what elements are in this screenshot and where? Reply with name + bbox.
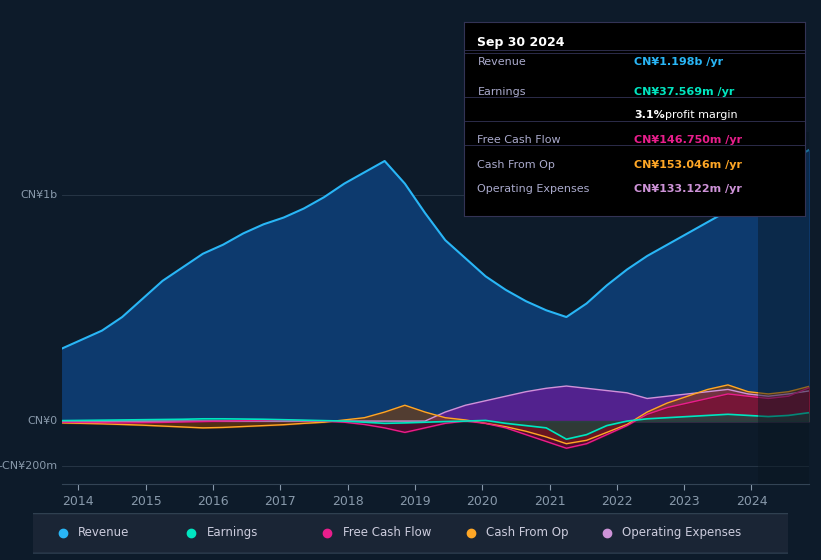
Text: Free Cash Flow: Free Cash Flow — [478, 136, 561, 146]
Text: Revenue: Revenue — [78, 526, 130, 539]
Text: CN¥133.122m /yr: CN¥133.122m /yr — [635, 184, 742, 194]
Text: CN¥1.198b /yr: CN¥1.198b /yr — [635, 57, 723, 67]
FancyBboxPatch shape — [18, 514, 803, 553]
Text: profit margin: profit margin — [665, 110, 737, 120]
Text: CN¥1b: CN¥1b — [21, 190, 57, 200]
Text: Cash From Op: Cash From Op — [478, 160, 555, 170]
Text: CN¥37.569m /yr: CN¥37.569m /yr — [635, 87, 735, 97]
Text: CN¥146.750m /yr: CN¥146.750m /yr — [635, 136, 742, 146]
Text: Free Cash Flow: Free Cash Flow — [342, 526, 431, 539]
Text: -CN¥200m: -CN¥200m — [0, 461, 57, 472]
Text: Sep 30 2024: Sep 30 2024 — [478, 36, 565, 49]
Text: Operating Expenses: Operating Expenses — [622, 526, 741, 539]
Text: Revenue: Revenue — [478, 57, 526, 67]
Text: 3.1%: 3.1% — [635, 110, 665, 120]
Bar — [759, 132, 809, 484]
Text: CN¥153.046m /yr: CN¥153.046m /yr — [635, 160, 742, 170]
Text: Cash From Op: Cash From Op — [486, 526, 568, 539]
Text: Operating Expenses: Operating Expenses — [478, 184, 589, 194]
Text: Earnings: Earnings — [478, 87, 526, 97]
Text: Earnings: Earnings — [207, 526, 258, 539]
Text: CN¥0: CN¥0 — [28, 416, 57, 426]
